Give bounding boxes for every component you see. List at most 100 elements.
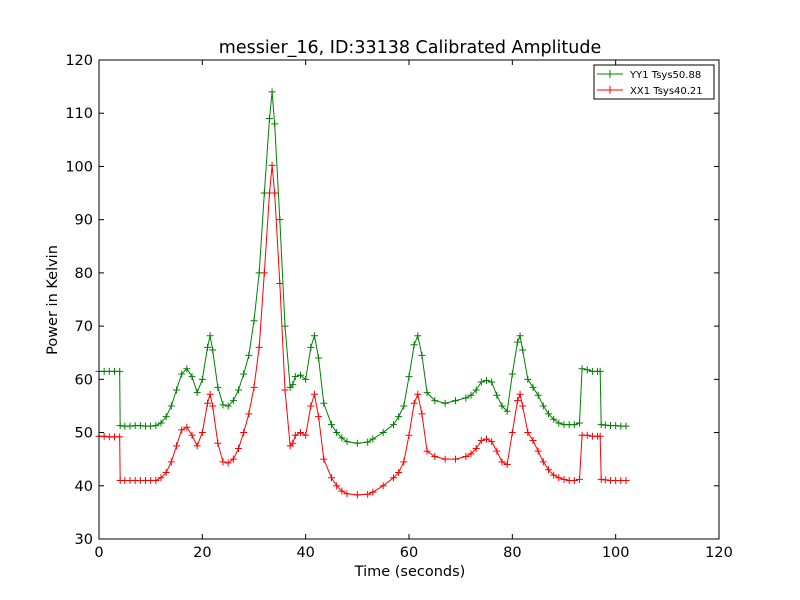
data-point [534, 391, 542, 399]
data-point [240, 370, 248, 378]
data-point [310, 332, 318, 340]
data-point [379, 429, 387, 437]
data-point [488, 378, 496, 386]
data-point [315, 413, 323, 421]
data-point [136, 422, 144, 430]
data-point [596, 367, 604, 375]
data-point [601, 421, 609, 429]
data-point [545, 410, 552, 418]
data-point [418, 410, 426, 418]
data-point [338, 487, 346, 495]
data-point [414, 390, 422, 398]
data-point [477, 378, 485, 386]
data-point [271, 120, 279, 128]
data-point [483, 376, 490, 384]
data-point [206, 332, 214, 340]
data-point [364, 490, 372, 498]
data-point [400, 402, 408, 410]
data-point [297, 429, 304, 437]
data-point [167, 402, 175, 410]
data-point [524, 375, 532, 383]
y-tick-label: 90 [75, 213, 93, 229]
data-point [431, 453, 439, 461]
data-point [545, 466, 552, 474]
x-tick-label: 100 [602, 545, 630, 561]
data-point [462, 453, 470, 461]
data-point [583, 431, 591, 439]
series-layer [95, 88, 630, 499]
data-point [291, 431, 299, 439]
data-point [576, 419, 583, 427]
data-point [204, 399, 211, 407]
y-axis-label: Power in Kelvin [45, 245, 61, 355]
data-point [250, 383, 258, 391]
data-point [576, 475, 583, 483]
data-point [178, 426, 186, 434]
data-point [183, 423, 191, 431]
data-point [328, 474, 335, 482]
data-point [100, 432, 108, 440]
data-point [431, 397, 439, 405]
data-point [390, 474, 397, 482]
data-point [255, 343, 263, 351]
data-point [116, 433, 124, 441]
data-point [289, 381, 297, 389]
data-point [281, 386, 289, 394]
y-tick-label: 40 [75, 479, 93, 495]
data-point [162, 413, 170, 421]
legend-box [593, 64, 715, 100]
data-point [206, 390, 214, 398]
data-point [219, 458, 227, 466]
data-point [529, 437, 537, 445]
data-point [328, 421, 335, 429]
data-point [498, 402, 506, 410]
data-point [524, 429, 532, 437]
data-point [550, 415, 558, 423]
data-point [369, 488, 377, 496]
data-point [307, 402, 315, 410]
y-tick-label: 30 [75, 532, 93, 548]
data-point [508, 429, 516, 437]
data-point [452, 397, 459, 405]
data-point [183, 365, 191, 373]
y-tick-label: 120 [65, 53, 93, 69]
data-point [224, 402, 232, 410]
data-point [539, 458, 547, 466]
data-point [193, 389, 201, 397]
data-point [612, 422, 620, 430]
data-point [467, 450, 475, 458]
data-point [519, 346, 527, 354]
data-point [514, 338, 521, 346]
data-point [508, 370, 516, 378]
data-point [516, 390, 524, 398]
series-0 [95, 88, 630, 447]
data-point [414, 332, 422, 340]
data-point [297, 371, 304, 379]
data-point [268, 88, 276, 96]
legend-label: YY1 Tsys50.88 [629, 70, 701, 81]
data-point [209, 346, 217, 354]
data-point [555, 419, 563, 427]
data-point [271, 189, 279, 197]
data-point [245, 351, 253, 359]
data-point [173, 442, 180, 450]
data-point [268, 161, 276, 169]
data-point [550, 471, 558, 479]
data-point [369, 435, 377, 443]
data-point [570, 421, 578, 429]
data-point [302, 431, 310, 439]
data-point [333, 429, 341, 437]
data-point [441, 455, 449, 463]
data-point [193, 442, 201, 450]
data-point [214, 439, 222, 447]
data-point [570, 476, 578, 484]
data-point [245, 410, 253, 418]
x-axis-label: Time (seconds) [354, 564, 466, 580]
y-tick-label: 60 [75, 372, 93, 388]
data-point [353, 439, 361, 447]
data-point [343, 490, 351, 498]
data-point [379, 482, 387, 490]
y-tick-label: 110 [65, 106, 93, 122]
data-point [441, 399, 449, 407]
